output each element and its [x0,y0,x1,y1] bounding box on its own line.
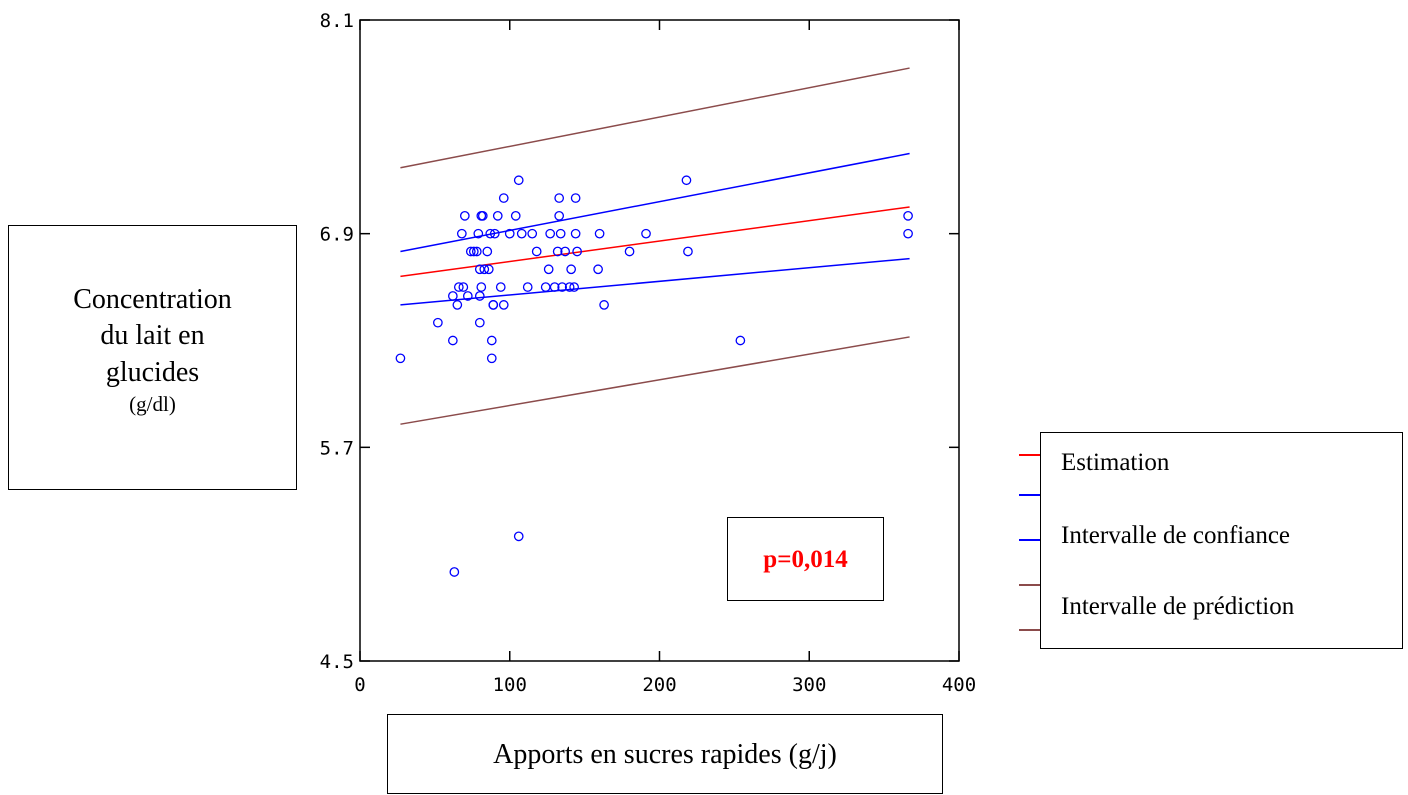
data-point [560,246,571,257]
p-value-annotation: p=0,014 [763,546,848,573]
legend-box: Estimation Intervalle de confiance Inter… [1040,432,1403,649]
data-point [495,282,506,292]
data-point [462,291,473,301]
y-tick-label: 5.7 [320,437,354,459]
data-point [498,300,509,310]
data-point [641,228,651,239]
data-point [474,317,485,328]
y-axis-label-line-3: glucides [105,356,200,388]
x-tick-label: 200 [642,674,676,696]
data-point [570,228,581,239]
data-point [566,264,576,275]
data-point [477,211,488,221]
data-point [564,282,575,292]
data-point [476,282,487,292]
data-point [513,531,524,542]
y-tick-label: 8.1 [320,10,354,32]
prediction-upper-line [400,67,910,169]
legend-label-prediction: Intervalle de prédiction [1061,593,1295,620]
x-axis-label: Apports en sucres rapides (g/j) [493,739,837,770]
y-axis-label-box: Concentration du lait en glucides (g/dl) [8,225,297,490]
data-point [465,246,476,257]
y-axis-unit: (g/dl) [129,392,176,417]
data-point [468,246,479,257]
data-point [549,282,560,292]
data-point [903,211,913,221]
data-point [569,282,579,292]
data-point [498,193,509,203]
data-point [570,193,581,203]
data-point [447,335,458,346]
data-point [599,300,609,310]
data-point [489,228,500,239]
data-point [510,211,521,221]
y-tick-label: 4.5 [320,651,354,673]
legend-label-confidence: Intervalle de confiance [1061,522,1291,549]
data-point [488,300,499,310]
confidence-lower-line [400,257,910,306]
data-point [482,246,493,257]
x-tick-label: 0 [354,674,365,696]
data-point [681,175,692,186]
data-point [474,291,485,301]
x-tick-label: 100 [493,674,527,696]
data-point [735,335,746,346]
legend-label-estimation: Estimation [1061,449,1170,476]
data-point [555,228,566,239]
data-point [554,193,565,203]
data-point [593,264,603,275]
confidence-upper-line [400,152,910,253]
data-point [513,175,524,186]
data-point [903,228,913,239]
data-point [572,246,582,257]
data-point [486,335,497,346]
data-point [395,353,406,364]
data-point [527,228,538,239]
data-point [516,228,527,239]
data-point [683,246,693,257]
data-point [453,282,464,292]
data-point [433,317,443,328]
data-point [594,228,605,239]
y-axis-label-line-2: du lait en [100,320,205,352]
data-point [543,264,554,275]
y-axis-label-line-1: Concentration [73,284,232,315]
data-point [554,211,565,221]
x-tick-label: 300 [792,674,826,696]
data-point [458,282,469,292]
data-point [447,291,458,301]
data-point [504,228,515,239]
data-point [522,282,533,292]
data-point [473,228,484,239]
data-point [486,353,497,364]
data-point [459,211,470,221]
y-tick-label: 6.9 [320,224,354,246]
data-point [624,246,635,257]
p-value-box: p=0,014 [727,517,884,601]
data-point [456,228,467,239]
data-point [557,282,568,292]
data-point [545,228,556,239]
data-point [540,282,551,292]
data-point [531,246,542,257]
data-point [449,567,460,577]
prediction-lower-line [400,336,910,425]
data-point [479,264,490,275]
data-point [492,211,503,221]
data-point [552,246,563,257]
data-point [483,264,494,275]
data-point [485,228,496,239]
data-point [452,300,463,310]
data-point [471,246,482,257]
x-tick-label: 400 [942,674,976,696]
x-axis-label-box: Apports en sucres rapides (g/j) [387,714,943,794]
